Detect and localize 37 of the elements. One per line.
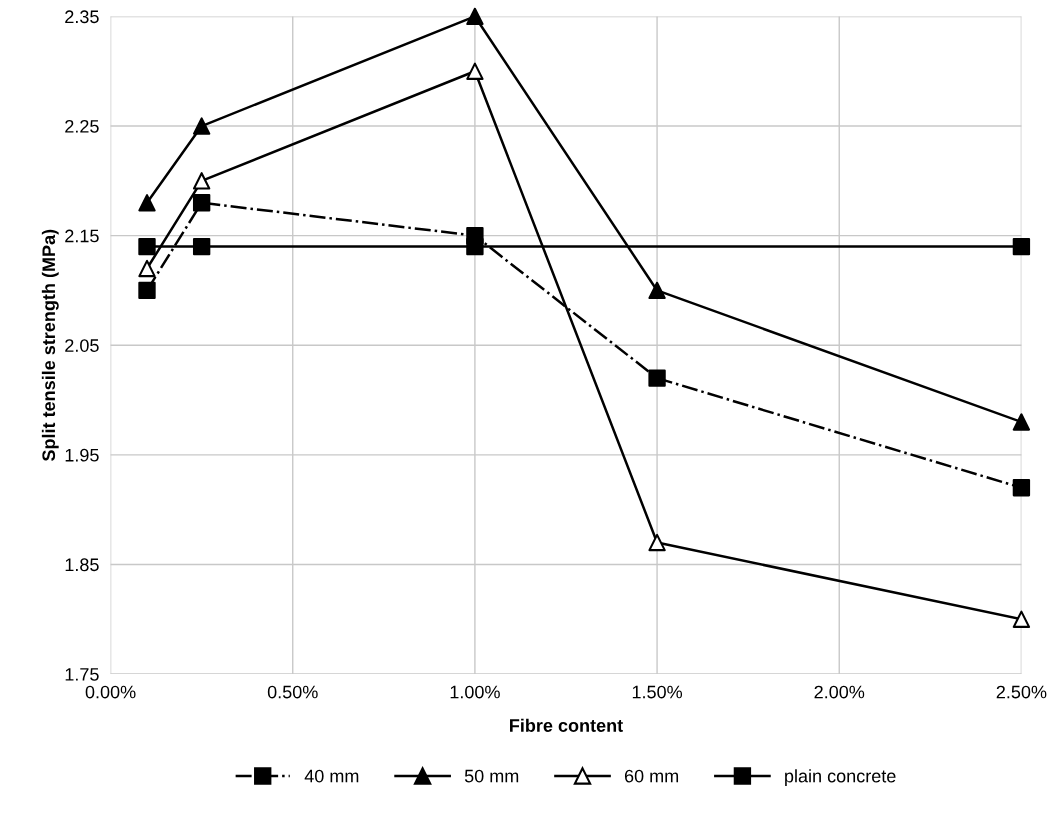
point xyxy=(1012,479,1031,497)
point xyxy=(138,281,156,300)
y-tick-label: 2.35 xyxy=(65,10,99,24)
point xyxy=(192,117,211,135)
point xyxy=(1012,413,1031,431)
legend-label: plain concrete xyxy=(785,769,896,787)
y-tick-label: 1.75 xyxy=(65,668,99,681)
y-tick-label: 1.85 xyxy=(65,558,99,572)
point xyxy=(192,237,211,256)
y-axis-title: Split tensile strength (MPa) xyxy=(41,229,59,462)
y-tick-label: 2.05 xyxy=(65,339,99,352)
point xyxy=(466,62,484,80)
point xyxy=(138,259,156,278)
point xyxy=(192,194,211,212)
x-tick-label: 0.00% xyxy=(85,685,136,699)
point xyxy=(466,237,484,256)
point xyxy=(648,281,666,300)
point xyxy=(192,172,211,190)
point xyxy=(1012,237,1031,256)
point xyxy=(1012,610,1031,628)
x-axis-title: Fibre content xyxy=(510,718,623,732)
point xyxy=(648,369,666,387)
legend-label: 40 mm xyxy=(304,769,359,783)
y-tick-label: 1.95 xyxy=(65,448,99,462)
point xyxy=(138,194,156,212)
x-tick-label: 2.50% xyxy=(996,685,1047,699)
y-tick-label: 2.25 xyxy=(65,119,99,133)
x-tick-label: 2.00% xyxy=(814,685,865,699)
point xyxy=(466,7,484,26)
point xyxy=(648,533,666,552)
y-tick-label: 2.15 xyxy=(65,229,99,243)
point xyxy=(138,237,156,256)
x-tick-label: 1.00% xyxy=(450,685,500,699)
x-tick-label: 0.50% xyxy=(267,685,318,699)
x-tick-label: 1.50% xyxy=(632,685,683,699)
legend-label: 60 mm xyxy=(624,769,679,783)
legend-label: 50 mm xyxy=(464,769,519,783)
